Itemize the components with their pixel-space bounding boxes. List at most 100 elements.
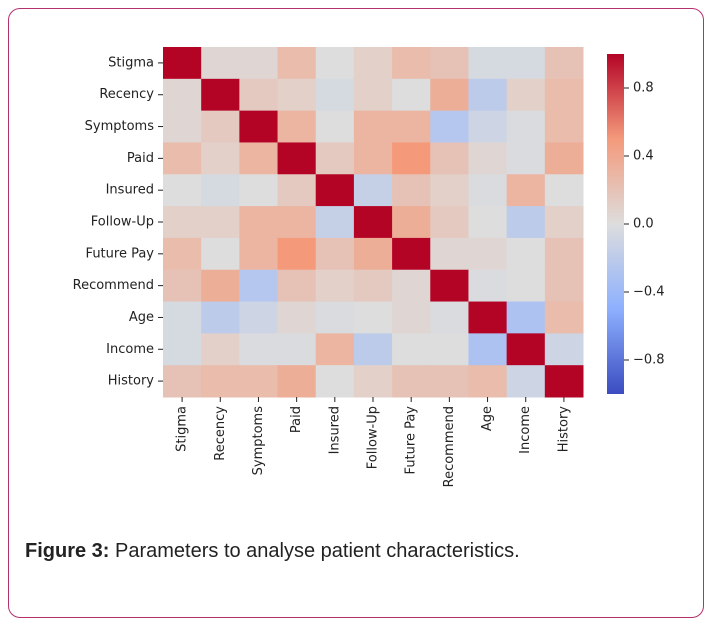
- column-label: Symptoms: [251, 406, 266, 476]
- heatmap-cell: [277, 110, 317, 143]
- row-label: Age: [129, 310, 154, 325]
- row-label: Future Pay: [86, 246, 155, 261]
- heatmap-cell: [506, 174, 546, 207]
- heatmap-cell: [353, 78, 393, 112]
- heatmap-cell: [506, 333, 546, 366]
- heatmap-cell: [506, 142, 546, 175]
- heatmap-cell: [201, 78, 240, 112]
- heatmap-cell: [430, 365, 469, 398]
- heatmap-cell: [201, 206, 240, 239]
- heatmap-cell: [163, 142, 202, 175]
- heatmap-cell: [163, 301, 202, 334]
- colorbar-tick-label: −0.8: [633, 353, 665, 368]
- heatmap-cell: [468, 174, 508, 207]
- heatmap-cell: [163, 333, 202, 366]
- heatmap-cell: [239, 142, 279, 175]
- heatmap-cell: [277, 365, 317, 398]
- heatmap-cell: [239, 47, 279, 80]
- heatmap-cell: [468, 142, 508, 175]
- row-label: Insured: [106, 183, 154, 198]
- heatmap-cell: [163, 206, 202, 239]
- page: Stigma Recency Symptoms Paid Insured Follow-U…: [8, 8, 704, 618]
- heatmap-cell: [239, 206, 279, 239]
- heatmap-cell: [277, 301, 317, 334]
- heatmap-cell: [430, 47, 469, 80]
- heatmap-cell: [163, 365, 202, 398]
- heatmap-cell: [239, 174, 279, 207]
- heatmap-cell: [506, 301, 546, 334]
- heatmap-cell: [201, 110, 240, 143]
- heatmap-cell: [277, 333, 317, 366]
- row-label: History: [108, 374, 155, 389]
- column-label: Recommend: [442, 406, 457, 487]
- heatmap-cell: [201, 333, 240, 366]
- heatmap-cell: [353, 142, 393, 175]
- heatmap-cell: [544, 47, 584, 80]
- heatmap-cell: [430, 237, 469, 271]
- heatmap-cell: [315, 301, 355, 334]
- column-label: Paid: [289, 406, 304, 433]
- heatmap-cell: [468, 110, 508, 143]
- heatmap-cell: [201, 47, 240, 80]
- heatmap-cell: [201, 269, 240, 303]
- heatmap-cell: [392, 110, 431, 143]
- heatmap-cell: [277, 47, 317, 80]
- heatmap-cell: [201, 301, 240, 334]
- heatmap-cell: [544, 365, 584, 398]
- heatmap-cell: [430, 110, 469, 143]
- heatmap-cell: [353, 174, 393, 207]
- heatmap-cell: [468, 333, 508, 366]
- row-label: Paid: [127, 151, 154, 166]
- row-label: Follow-Up: [91, 215, 154, 230]
- heatmap-cell: [163, 78, 202, 112]
- heatmap-cell: [315, 269, 355, 303]
- heatmap-cell: [392, 78, 431, 112]
- heatmap-cell: [468, 206, 508, 239]
- colorbar-tick-label: 0.4: [633, 149, 654, 164]
- heatmap-cell: [201, 174, 240, 207]
- heatmap-cell: [506, 110, 546, 143]
- heatmap-cell: [201, 142, 240, 175]
- heatmap-cell: [392, 365, 431, 398]
- heatmap-cell: [201, 365, 240, 398]
- row-label: Stigma: [108, 55, 154, 70]
- heatmap-cell: [163, 47, 202, 80]
- colorbar-tick-label: 0.8: [633, 81, 654, 96]
- column-label: Future Pay: [404, 406, 419, 475]
- heatmap-cell: [544, 301, 584, 334]
- heatmap-cell: [239, 110, 279, 143]
- column-label: Stigma: [175, 406, 190, 452]
- heatmap-cell: [544, 333, 584, 366]
- caption: Figure 3: Parameters to analyse patient …: [25, 540, 520, 563]
- heatmap-cell: [277, 78, 317, 112]
- heatmap-cell: [544, 237, 584, 271]
- heatmap-cell: [468, 78, 508, 112]
- heatmap-cell: [392, 237, 431, 271]
- caption-text: Parameters to analyse patient characteri…: [115, 540, 520, 562]
- heatmap-cell: [315, 237, 355, 271]
- heatmap-cell: [163, 174, 202, 207]
- heatmap-cell: [544, 174, 584, 207]
- heatmap-cell: [353, 110, 393, 143]
- heatmap-cell: [315, 142, 355, 175]
- heatmap-cell: [506, 269, 546, 303]
- heatmap-cell: [201, 237, 240, 271]
- column-label: Follow-Up: [366, 406, 381, 469]
- colorbar-tick-label: 0.0: [633, 217, 654, 232]
- heatmap-cell: [468, 365, 508, 398]
- heatmap-cell: [430, 206, 469, 239]
- heatmap-cell: [163, 269, 202, 303]
- column-label: History: [556, 406, 571, 453]
- heatmap-cell: [392, 142, 431, 175]
- heatmap-cell: [506, 78, 546, 112]
- caption-label: Figure 3:: [25, 540, 110, 562]
- heatmap-cell: [468, 269, 508, 303]
- heatmap-cell: [315, 206, 355, 239]
- heatmap-cell: [239, 78, 279, 112]
- heatmap-cell: [430, 269, 469, 303]
- heatmap-cell: [353, 333, 393, 366]
- heatmap-cell: [353, 301, 393, 334]
- heatmap-cell: [239, 269, 279, 303]
- chart: Stigma Recency Symptoms Paid Insured Follow-U…: [73, 47, 665, 487]
- colorbar: [607, 54, 624, 394]
